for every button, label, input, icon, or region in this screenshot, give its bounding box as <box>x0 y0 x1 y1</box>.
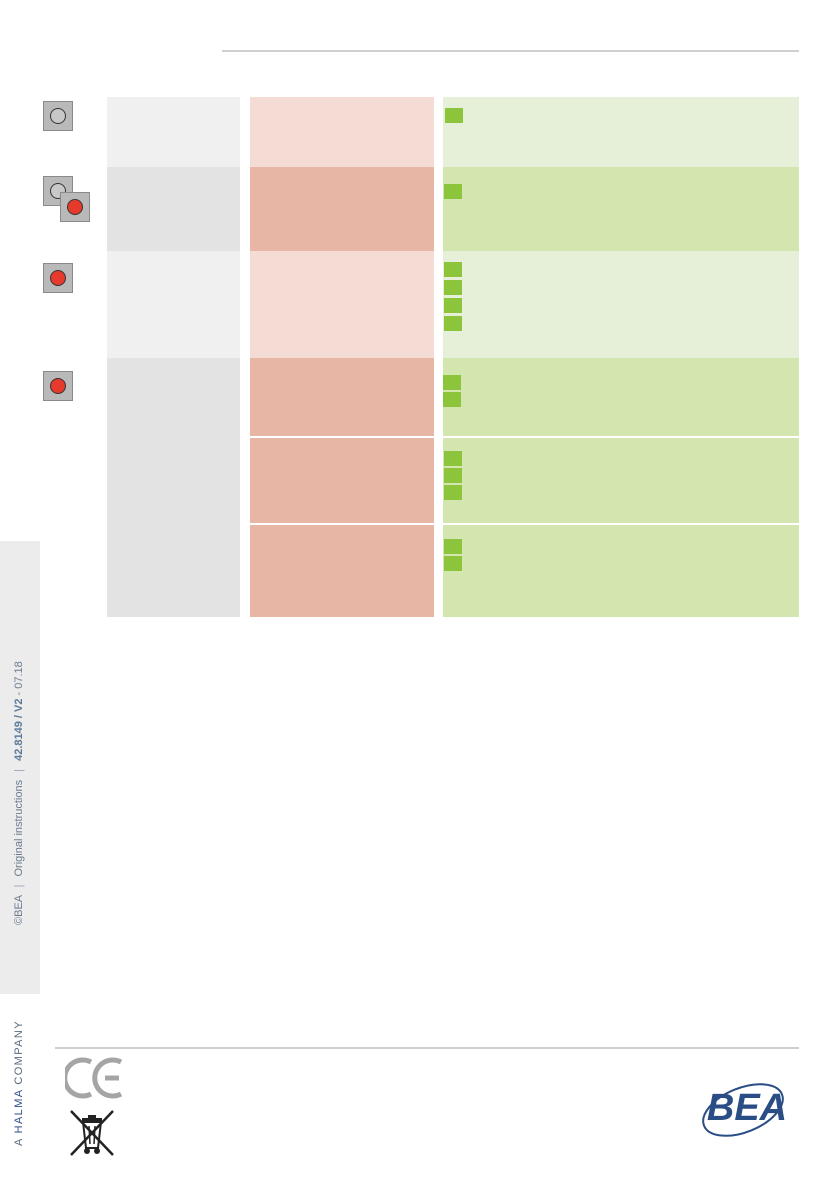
led-off-icon <box>43 101 73 131</box>
company-tagline: A HALMA COMPANY <box>13 1020 25 1146</box>
step-marker <box>445 108 463 123</box>
step-marker <box>444 468 462 483</box>
led-off-icon <box>43 176 73 206</box>
step-marker <box>444 451 462 466</box>
step-marker <box>444 184 462 199</box>
cause-cell <box>250 97 434 167</box>
status-cell <box>107 358 240 617</box>
header-rule <box>222 50 799 52</box>
cause-cell <box>250 167 434 251</box>
sidebar-band <box>0 541 40 994</box>
step-marker <box>444 280 462 295</box>
solution-cell <box>443 251 799 358</box>
solution-cell <box>443 358 799 617</box>
step-marker <box>444 556 462 571</box>
step-marker <box>443 392 461 407</box>
row-divider <box>250 523 799 525</box>
led-red-icon <box>43 263 73 293</box>
status-cell <box>107 167 240 251</box>
step-marker <box>444 298 462 313</box>
bea-logo: BEA <box>702 1083 787 1137</box>
company-suffix: COMPANY <box>13 1020 25 1090</box>
document-reference: ©BEA | Original instructions | 42.8149 /… <box>13 661 25 925</box>
logo-text: BEA <box>707 1087 787 1129</box>
step-marker <box>444 539 462 554</box>
step-marker <box>444 485 462 500</box>
copyright-text: ©BEA <box>13 895 25 925</box>
led-red-icon <box>43 371 73 401</box>
row-divider <box>250 436 799 438</box>
step-marker <box>444 262 462 277</box>
step-marker <box>444 316 462 331</box>
ce-mark-icon: CE <box>65 1056 123 1099</box>
cause-cell <box>250 251 434 358</box>
status-cell <box>107 97 240 167</box>
ce-mark-text: CE <box>65 1056 67 1057</box>
solution-cell <box>443 97 799 167</box>
company-name: HALMA <box>13 1089 25 1134</box>
doc-date-text: 07.18 <box>13 661 25 689</box>
doc-ref-text: 42.8149 / V2 <box>13 698 25 761</box>
solution-cell <box>443 167 799 251</box>
status-cell <box>107 251 240 358</box>
cause-cell <box>250 358 434 617</box>
footer-rule <box>55 1047 799 1049</box>
company-prefix: A <box>13 1133 25 1146</box>
led-red-icon <box>60 192 90 222</box>
weee-bin-icon <box>70 1110 114 1156</box>
step-marker <box>443 375 461 390</box>
doc-type-text: Original instructions <box>13 779 25 877</box>
